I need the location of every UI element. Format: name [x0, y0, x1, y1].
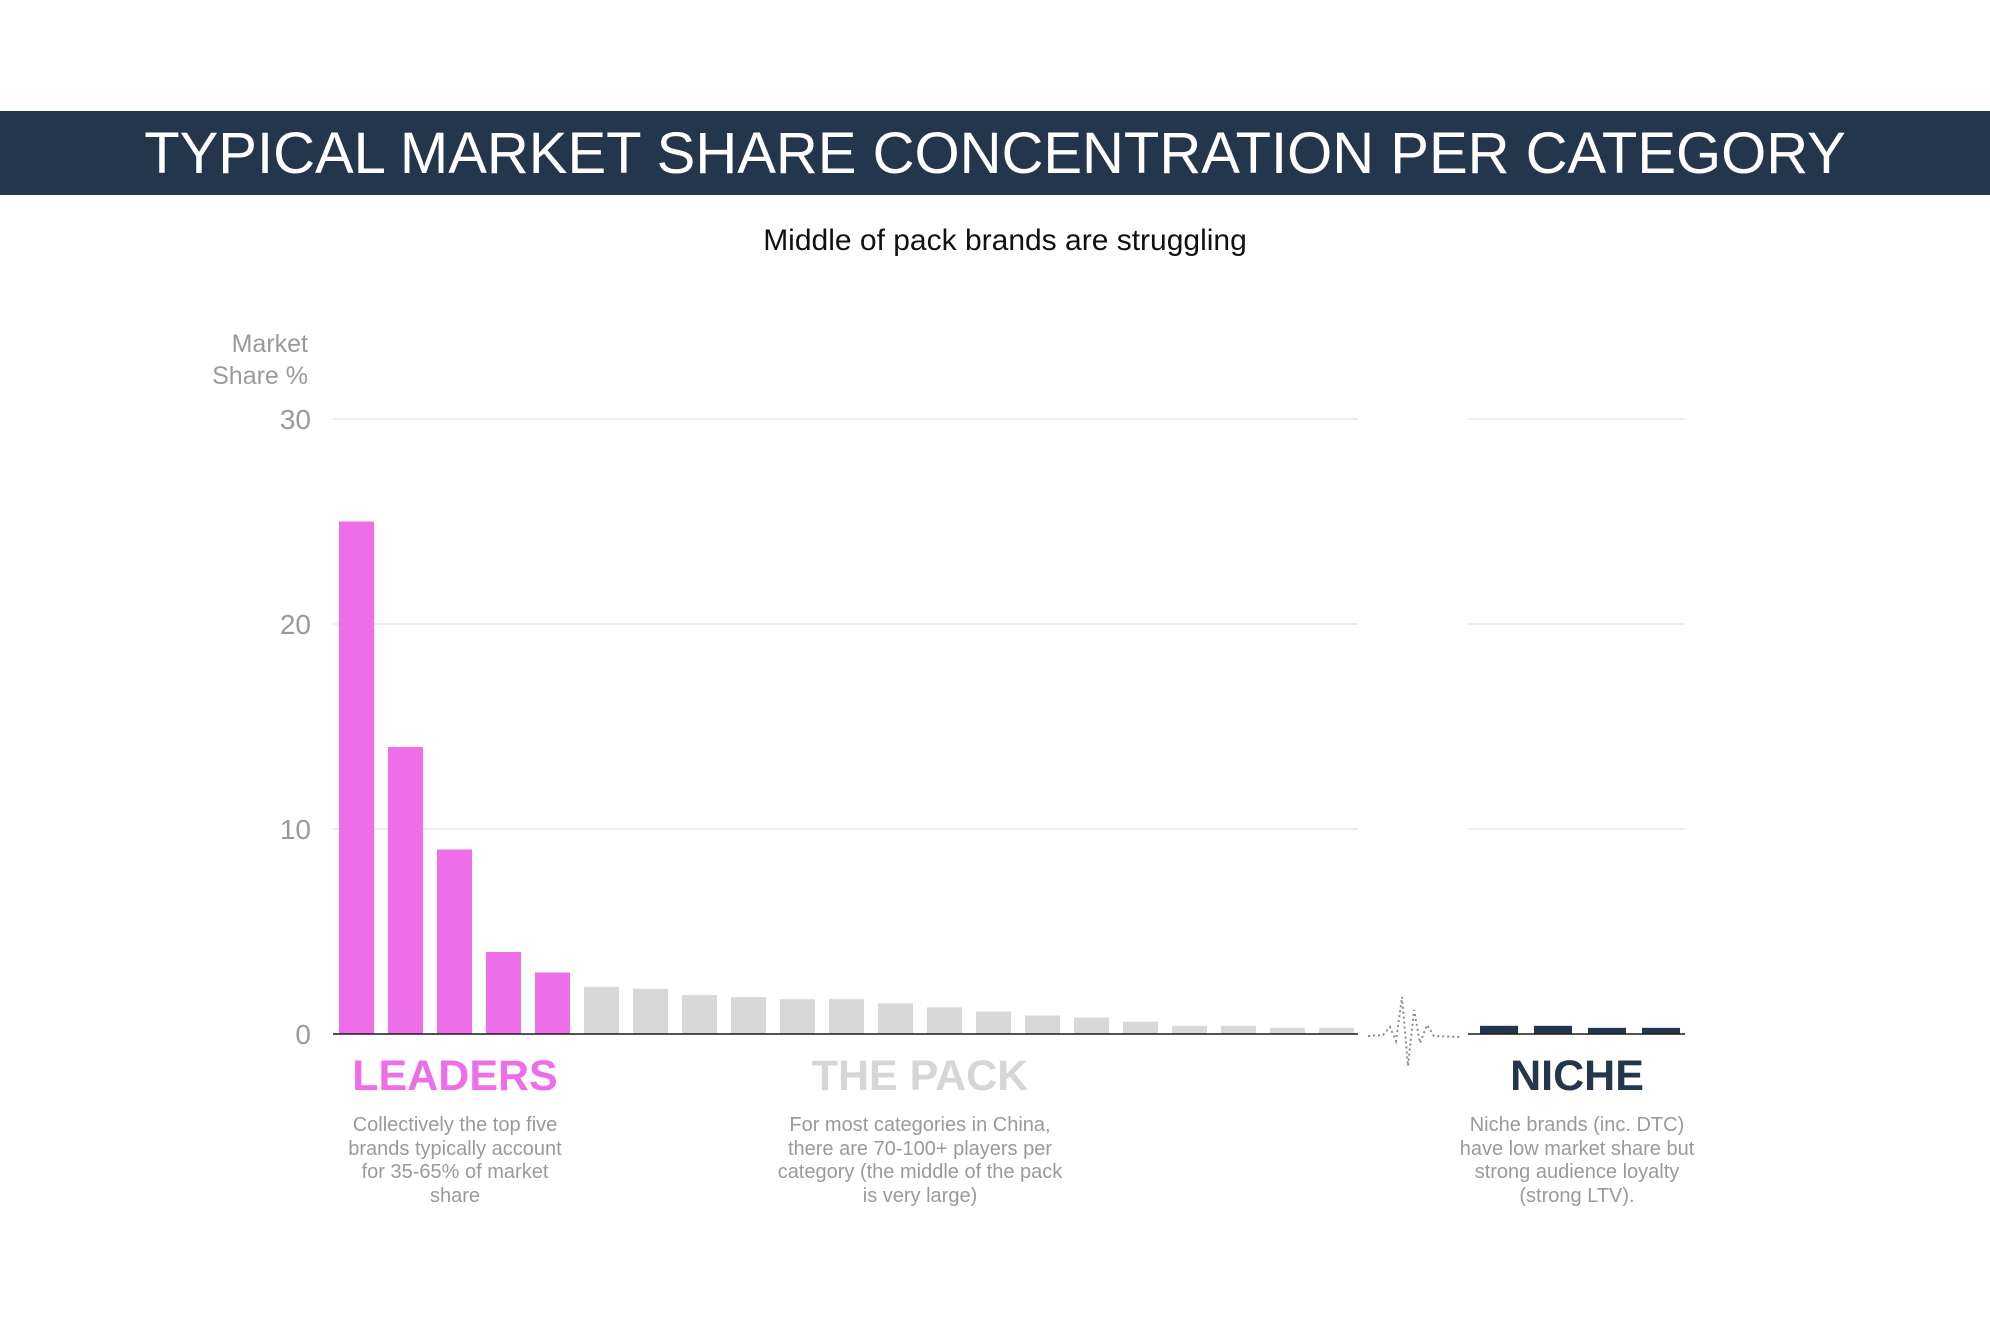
bar-pack	[927, 1007, 962, 1034]
bar-pack	[584, 986, 619, 1034]
leaders-label: LEADERS	[352, 1052, 558, 1100]
bar-pack	[1074, 1017, 1109, 1034]
bar-niche	[1588, 1027, 1626, 1034]
bar-niche	[1642, 1027, 1680, 1034]
pack-label: THE PACK	[811, 1052, 1029, 1100]
bar-pack	[1172, 1025, 1207, 1034]
niche-label: NICHE	[1510, 1052, 1644, 1100]
bar-pack	[829, 999, 864, 1034]
pack-description: For most categories in China, there are …	[777, 1114, 1063, 1207]
bar-pack	[780, 999, 815, 1034]
bar-leader	[535, 972, 570, 1034]
bar-leader	[388, 747, 423, 1034]
y-tick-label: 0	[295, 1019, 311, 1050]
chart-subtitle: Middle of pack brands are struggling	[763, 224, 1247, 257]
bar-leader	[486, 952, 521, 1034]
bar-pack	[1319, 1027, 1354, 1034]
bar-pack	[682, 995, 717, 1034]
bar-pack	[731, 997, 766, 1034]
bar-pack	[976, 1011, 1011, 1034]
bar-pack	[1221, 1025, 1256, 1034]
bar-niche	[1480, 1025, 1518, 1034]
y-axis-label: Market Share %	[212, 330, 308, 390]
niche-description: Niche brands (inc. DTC) have low market …	[1459, 1114, 1695, 1207]
bar-pack	[878, 1003, 913, 1034]
bar-pack	[1025, 1015, 1060, 1034]
leaders-description: Collectively the top five brands typical…	[348, 1114, 562, 1207]
bar-pack	[1270, 1027, 1305, 1034]
bar-pack	[1123, 1021, 1158, 1034]
bar-pack	[633, 988, 668, 1034]
y-tick-label: 30	[280, 404, 311, 435]
bar-niche	[1534, 1025, 1572, 1034]
chart-title: TYPICAL MARKET SHARE CONCENTRATION PER C…	[144, 120, 1846, 186]
title-bar: TYPICAL MARKET SHARE CONCENTRATION PER C…	[0, 111, 1990, 195]
bar-leader	[437, 849, 472, 1034]
y-tick-label: 10	[280, 814, 311, 845]
bar-leader	[339, 521, 374, 1034]
y-tick-label: 20	[280, 609, 311, 640]
